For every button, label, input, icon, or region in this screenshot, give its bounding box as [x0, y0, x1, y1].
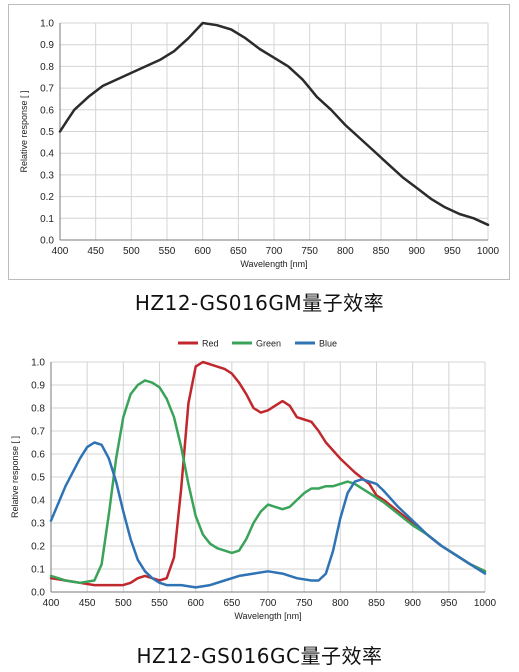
y-tick-label: 0.9 — [40, 40, 54, 51]
y-tick-label: 0.2 — [40, 192, 54, 203]
series-line-blue — [49, 441, 487, 589]
y-tick-label: 0.6 — [31, 450, 45, 461]
series-line — [58, 21, 490, 227]
x-tick-label: 650 — [223, 598, 240, 609]
x-tick-label: 950 — [440, 598, 457, 609]
x-tick-label: 750 — [296, 598, 313, 609]
y-tick-label: 0.8 — [31, 404, 45, 415]
legend-label-red: Red — [202, 339, 219, 349]
mono-chart-caption: HZ12-GS016GM量子效率 — [134, 291, 385, 315]
x-tick-label: 500 — [115, 598, 132, 609]
x-tick-label: 600 — [194, 246, 211, 257]
x-tick-label: 700 — [260, 598, 277, 609]
y-axis-label: Relative response [ ] — [10, 436, 20, 518]
y-tick-label: 0.5 — [31, 473, 45, 484]
x-tick-label: 400 — [43, 598, 60, 609]
x-tick-label: 1000 — [474, 598, 497, 609]
legend-label-blue: Blue — [319, 339, 337, 349]
x-tick-label: 650 — [230, 246, 247, 257]
x-tick-label: 850 — [368, 598, 385, 609]
x-tick-label: 600 — [187, 598, 204, 609]
x-tick-label: 500 — [123, 246, 140, 257]
y-tick-label: 0.1 — [31, 565, 45, 576]
y-tick-label: 0.2 — [31, 542, 45, 553]
y-tick-label: 0.4 — [31, 496, 45, 507]
y-tick-label: 0.0 — [40, 236, 54, 247]
y-tick-label: 1.0 — [31, 358, 45, 369]
mono-qe-chart: 400 450 500 550 600 650 700 750 800 850 900 950 1000… — [19, 19, 500, 270]
series-line-green — [49, 379, 487, 585]
x-tick-label: 450 — [79, 598, 96, 609]
y-axis-label: Relative response [ ] — [19, 90, 29, 172]
y-tick-label: 0.8 — [40, 62, 54, 73]
x-tick-label: 950 — [444, 246, 461, 257]
y-tick-label: 1.0 — [40, 19, 54, 30]
x-tick-label: 800 — [337, 246, 354, 257]
x-tick-label: 900 — [408, 246, 425, 257]
x-tick-label: 400 — [52, 246, 69, 257]
x-axis-label: Wavelength [nm] — [240, 259, 307, 269]
x-axis-label: Wavelength [nm] — [234, 611, 301, 621]
x-tick-label: 700 — [266, 246, 283, 257]
x-tick-label: 1000 — [477, 246, 500, 257]
x-tick-label: 900 — [404, 598, 421, 609]
legend-label-green: Green — [256, 339, 281, 349]
y-tick-label: 0.5 — [40, 127, 54, 138]
x-tick-label: 550 — [151, 598, 168, 609]
y-tick-label: 0.3 — [31, 519, 45, 530]
y-tick-label: 0.7 — [31, 427, 45, 438]
x-tick-label: 450 — [87, 246, 104, 257]
x-tick-label: 850 — [373, 246, 390, 257]
x-tick-label: 750 — [301, 246, 318, 257]
color-qe-chart: 400 450 500 550 600 650 700 750 800 850 900 950 1000… — [10, 339, 497, 622]
y-tick-label: 0.7 — [40, 84, 54, 95]
y-tick-label: 0.4 — [40, 149, 54, 160]
y-tick-label: 0.1 — [40, 214, 54, 225]
x-tick-label: 550 — [159, 246, 176, 257]
y-tick-label: 0.9 — [31, 381, 45, 392]
y-tick-label: 0.0 — [31, 588, 45, 599]
x-tick-label: 800 — [332, 598, 349, 609]
color-chart-caption: HZ12-GS016GC量子效率 — [136, 644, 383, 668]
series-line-red — [49, 360, 487, 587]
y-tick-label: 0.3 — [40, 170, 54, 181]
y-tick-label: 0.6 — [40, 105, 54, 116]
